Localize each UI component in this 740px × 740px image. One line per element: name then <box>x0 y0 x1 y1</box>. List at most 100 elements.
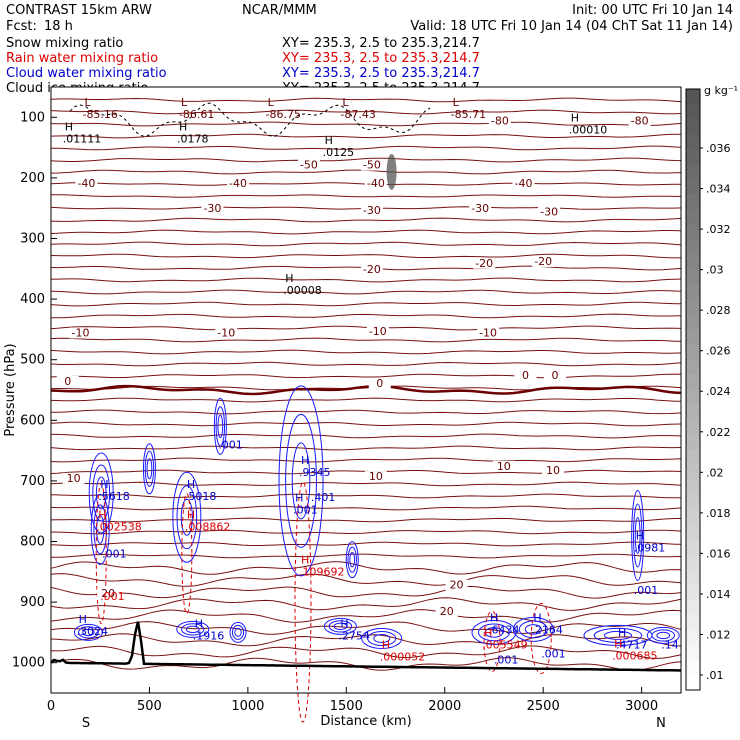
colorbar-step <box>686 314 700 330</box>
isotherm-label-bg <box>473 257 496 269</box>
colorbar-step <box>686 494 700 511</box>
isotherm-line <box>50 573 682 587</box>
cloud-water-contour <box>278 385 324 577</box>
valid-time: Valid: 18 UTC Fri 10 Jan 14 (04 ChT Sat … <box>410 19 733 34</box>
isotherm-line <box>50 289 682 295</box>
colorbar-step <box>686 299 700 315</box>
extremum-value: .0125 <box>323 146 355 159</box>
fcst-label: Fcst: <box>6 19 37 34</box>
colorbar-tick-label: .01 <box>706 669 724 682</box>
extremum-value: .4717 <box>616 638 648 651</box>
isotherm-label: 20 <box>450 579 464 592</box>
colorbar-step <box>686 614 700 631</box>
colorbar-step <box>686 179 700 195</box>
rain-water-contour <box>181 493 193 615</box>
isotherm-line <box>50 157 682 163</box>
cloud-water-contour <box>634 516 641 554</box>
extremum-symbol: H <box>195 617 203 630</box>
extremum-value: -86.75 <box>266 108 301 121</box>
snow-contour <box>69 102 431 138</box>
isotherm-line <box>51 313 682 319</box>
isotherm-line <box>50 493 682 499</box>
colorbar-tick-label: .014 <box>706 588 731 601</box>
isotherm-label-bg <box>477 327 500 339</box>
x-tick-label: 500 <box>137 699 162 714</box>
cloud-water-contour <box>349 551 356 568</box>
isotherm-label-bg <box>514 369 537 381</box>
extremum-value: .109692 <box>299 566 345 579</box>
isotherm-line <box>50 194 681 198</box>
extremum-symbol: H <box>490 611 498 624</box>
isotherm-line <box>51 553 682 559</box>
cloud-water-contour <box>180 498 193 536</box>
isotherm-line <box>50 529 682 535</box>
cloud-water-contour <box>146 458 153 480</box>
extremum-value: -85.16 <box>82 108 117 121</box>
cloud-water-contour <box>285 413 317 548</box>
legend-label-rain: Rain water mixing ratio <box>6 51 158 66</box>
extremum-symbol: H <box>340 617 348 630</box>
colorbar-step <box>686 224 700 240</box>
cloud-water-contour <box>656 631 671 640</box>
isotherm-line <box>51 433 682 439</box>
cloud-water-contour <box>176 620 210 638</box>
colorbar: .036 .034 .032 .03 .028 .026 .024 .022 .02 .018 .0… <box>685 88 731 691</box>
isotherm-label: -40 <box>77 177 95 190</box>
isotherm-label-bg <box>469 203 492 215</box>
colorbar-step <box>686 404 700 421</box>
colorbar-tick-label: .034 <box>706 183 731 196</box>
isotherm-line <box>50 121 682 127</box>
legend-label-snow: Snow mixing ratio <box>6 36 123 51</box>
isotherm-line <box>50 481 682 487</box>
extremum-value: .001 <box>634 584 659 597</box>
isotherm-label-bg <box>227 177 250 189</box>
isotherm-label: 0 <box>64 375 71 388</box>
cloud-water-contour <box>593 627 643 643</box>
isotherm-label-bg <box>69 327 92 339</box>
extremum-symbol: H <box>484 626 492 639</box>
y-tick-label: 600 <box>20 413 45 428</box>
isotherm-line <box>51 409 682 415</box>
colorbar-step <box>686 464 700 481</box>
init-time: Init: 00 UTC Fri 10 Jan 14 <box>572 3 733 18</box>
extremum-value: .5018 <box>185 490 217 503</box>
extremum-value: .000685 <box>612 649 658 662</box>
extremum-value: .0178 <box>177 132 209 145</box>
extremum-value: .005549 <box>482 638 528 651</box>
cloud-water-contour <box>215 406 226 447</box>
isotherm-label: -50 <box>300 159 318 172</box>
extremum-symbol: H <box>325 134 333 147</box>
extremum-symbol: L <box>268 96 275 109</box>
colorbar-step <box>686 89 700 105</box>
colorbar-tick-label: .018 <box>706 507 731 520</box>
isotherm-label-bg <box>544 369 566 381</box>
isotherm-line <box>50 609 682 623</box>
extremum-symbol: H <box>301 454 309 467</box>
colorbar-step <box>686 344 700 361</box>
colorbar-step <box>686 419 700 436</box>
colorbar-tick-label: .024 <box>706 385 731 398</box>
extremum-symbol: L <box>84 96 91 109</box>
isotherm-label-bg <box>297 159 320 171</box>
cloud-water-contour <box>291 442 311 520</box>
cloud-water-contour <box>361 627 403 649</box>
extremum-value: .14 <box>661 638 679 651</box>
extremum-value: .01111 <box>63 132 102 145</box>
colorbar-tick-label: .032 <box>706 223 731 236</box>
isotherm-label: -50 <box>363 159 381 172</box>
colorbar-step <box>686 524 700 541</box>
colorbar-step <box>686 584 700 601</box>
rain-water-contour <box>294 481 312 723</box>
cloud-water-contour <box>345 541 359 579</box>
cloud-water-contour <box>367 630 397 646</box>
cloud-water-contour <box>176 485 198 550</box>
cloud-water-contour <box>73 623 103 641</box>
colorbar-frame <box>685 88 701 691</box>
isotherm-line <box>50 421 682 427</box>
rain-water-contour <box>483 610 501 672</box>
center-label: NCAR/MMM <box>242 3 317 18</box>
isotherm-label: -30 <box>363 204 381 217</box>
terrain-line <box>50 621 682 672</box>
isotherm-label: -10 <box>369 325 387 338</box>
extremum-value: .2754 <box>338 629 370 642</box>
